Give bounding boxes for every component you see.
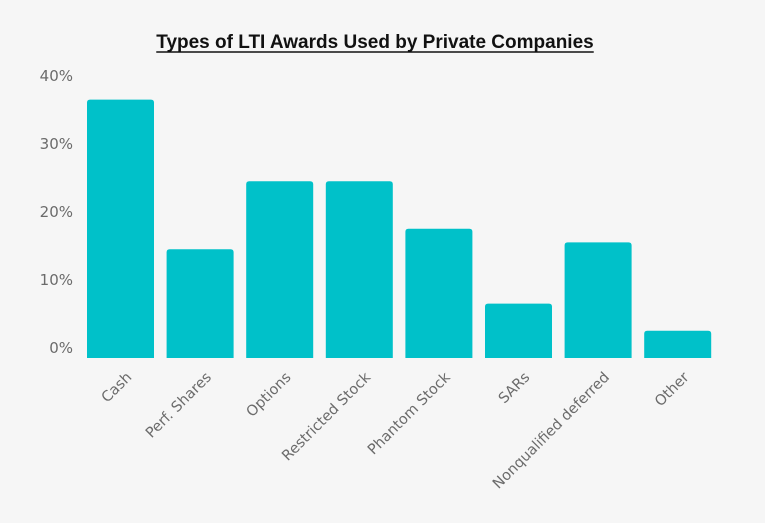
- bar: [564, 242, 632, 358]
- x-tick-label: SARs: [496, 370, 533, 407]
- bar: [485, 303, 552, 358]
- x-tick-label: Restricted Stock: [279, 369, 374, 464]
- x-tick-label: Perf. Shares: [143, 370, 215, 442]
- bar: [166, 249, 234, 358]
- x-tick-label: Options: [244, 370, 295, 421]
- y-tick-label: 20%: [40, 203, 73, 221]
- y-tick-label: 10%: [40, 271, 73, 289]
- chart-title: Types of LTI Awards Used by Private Comp…: [156, 32, 593, 53]
- bar-series: [87, 99, 712, 358]
- bar: [644, 330, 712, 358]
- y-tick-label: 0%: [49, 339, 73, 357]
- x-tick-label: Other: [652, 369, 692, 409]
- bar: [325, 181, 393, 358]
- y-tick-label: 40%: [40, 67, 73, 85]
- x-tick-label: Cash: [99, 370, 136, 407]
- x-tick-label: Phantom Stock: [365, 369, 454, 458]
- bar: [405, 228, 473, 358]
- bar: [87, 99, 154, 358]
- y-axis: 0% 10% 20% 30% 40%: [40, 67, 73, 357]
- y-tick-label: 30%: [40, 135, 73, 153]
- bar: [246, 181, 314, 358]
